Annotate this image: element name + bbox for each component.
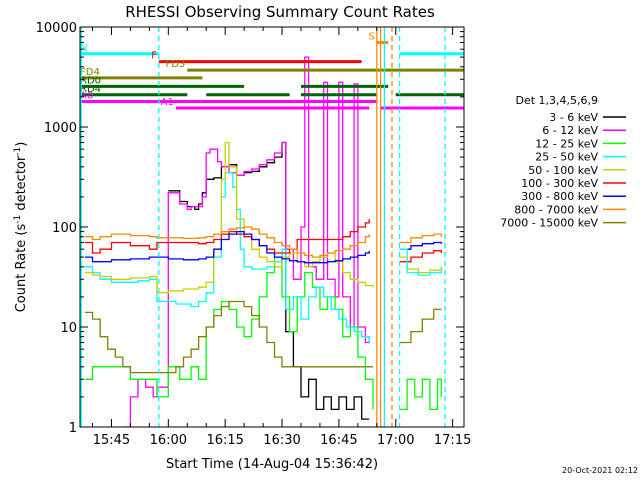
x-tick-label-6: 17:00	[377, 433, 414, 448]
legend-label-6: 100 - 300 keV	[521, 177, 598, 190]
flag-label-A0: A0	[80, 90, 93, 101]
legend-label-7: 300 - 800 keV	[521, 190, 598, 203]
post-gap-line-5	[399, 248, 442, 276]
flag-label-N: N	[80, 43, 87, 54]
flag-label-FD3: FD3	[165, 59, 185, 70]
x-tick-label-3: 16:15	[206, 433, 243, 448]
series-line-8	[84, 226, 370, 258]
post-gap-line-6	[399, 308, 442, 344]
x-tick-label-1: 15:45	[93, 433, 130, 448]
y-tick-label-4: 1000	[44, 121, 77, 136]
y-tick-label-5: 10000	[36, 21, 77, 36]
y-tick-label-1: 1	[69, 421, 77, 436]
gap-lines	[80, 27, 446, 427]
legend-label-5: 50 - 100 keV	[528, 164, 598, 177]
x-tick-label-4: 16:30	[263, 433, 300, 448]
series-line-6	[84, 219, 370, 254]
post-gap-line-4	[399, 256, 442, 274]
flag-label-S: S	[368, 31, 374, 42]
legend-label-9: 7000 - 15000 keV	[500, 217, 598, 230]
series-line-5	[84, 141, 374, 294]
flag-label-RD0: RD0	[80, 75, 101, 86]
legend-title: Det 1,3,4,5,6,9	[515, 94, 598, 107]
chart-title: RHESSI Observing Summary Count Rates	[125, 3, 435, 21]
x-tick-label-7: 17:15	[434, 433, 471, 448]
x-tick-label-2: 16:00	[150, 433, 187, 448]
plot-area	[84, 56, 442, 427]
y-tick-label-3: 100	[52, 221, 77, 236]
legend-label-1: 3 - 6 keV	[549, 111, 598, 124]
y-tick-label-2: 10	[60, 321, 77, 336]
series-line-4	[84, 171, 370, 343]
x-axis-label: Start Time (14-Aug-04 15:36:42)	[166, 457, 378, 472]
flag-label-RD4: RD4	[80, 84, 101, 95]
axis-ticks: 15:45 16:00 16:15 16:30 16:45 17:00 17:15 1 10 10…	[36, 21, 472, 448]
flag-label-A1: A1	[161, 97, 174, 108]
series-line-7	[84, 230, 370, 264]
series-group	[84, 56, 442, 427]
legend-label-3: 12 - 25 keV	[535, 137, 598, 150]
timestamp: 20-Oct-2021 02:12	[562, 466, 638, 475]
series-line-2	[122, 56, 370, 427]
flag-label-FD4: FD4	[80, 67, 100, 78]
post-gap-line-2	[399, 233, 442, 244]
y-axis-label: Count Rate (s-1 detector-1)	[13, 142, 29, 313]
post-gap-line-3	[399, 250, 442, 263]
legend-label-2: 6 - 12 keV	[542, 124, 598, 137]
series-line-9	[84, 300, 373, 374]
flag-label-F: F	[151, 51, 157, 62]
x-tick-label-5: 16:45	[320, 433, 357, 448]
legend-label-4: 25 - 50 keV	[535, 151, 598, 164]
post-gap-line-1	[399, 241, 442, 250]
post-gap-line-7	[399, 378, 442, 411]
legend-label-8: 800 - 7000 keV	[514, 203, 598, 216]
